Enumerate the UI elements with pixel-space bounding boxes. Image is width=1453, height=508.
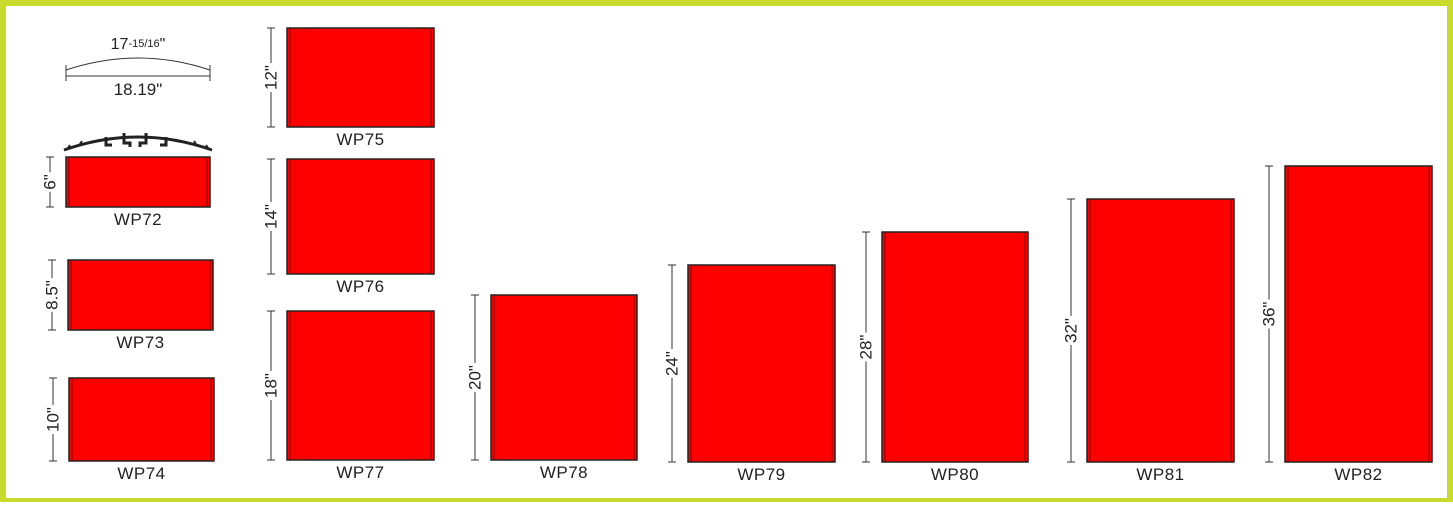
height-label: 6" xyxy=(41,174,60,190)
model-label: WP75 xyxy=(336,130,384,149)
panel-face xyxy=(687,264,836,463)
model-label: WP81 xyxy=(1136,465,1184,484)
panel-face xyxy=(286,27,435,128)
panel-wp76: 14" WP76 xyxy=(261,158,435,296)
panel-wp74: 10" WP74 xyxy=(43,377,215,483)
panel-wp78: 20" WP78 xyxy=(465,294,638,482)
panel-wp82: 36" WP82 xyxy=(1259,165,1433,484)
height-label: 28" xyxy=(857,335,876,360)
height-label: 12" xyxy=(262,65,281,90)
model-label: WP76 xyxy=(336,277,384,296)
height-label: 24" xyxy=(663,351,682,376)
model-label: WP79 xyxy=(737,465,785,484)
panel-face xyxy=(65,156,211,208)
panel-face xyxy=(1284,165,1433,463)
panel-wp75: 12" WP75 xyxy=(261,27,435,149)
model-label: WP80 xyxy=(931,465,979,484)
panel-wp79: 24" WP79 xyxy=(662,264,836,484)
panel-wp81: 32" WP81 xyxy=(1061,198,1235,484)
panel-face xyxy=(286,158,435,275)
height-label: 20" xyxy=(466,365,485,390)
arc-dimension-line xyxy=(65,57,211,71)
panel-size-diagram: 17-15/16" 18.19" 6" WP72 8.5" WP73 10" WP74 12… xyxy=(40,27,1433,484)
panel-face xyxy=(490,294,638,461)
panels: 6" WP72 8.5" WP73 10" WP74 12" WP75 14" WP76 18" WP… xyxy=(40,27,1433,484)
arc-dimension-label: 17-15/16" xyxy=(111,36,166,53)
model-label: WP78 xyxy=(540,463,588,482)
model-label: WP74 xyxy=(117,464,165,483)
height-label: 18" xyxy=(262,373,281,398)
extrusion-profile-icon xyxy=(63,133,213,152)
chord-dimension-label: 18.19" xyxy=(114,80,163,99)
model-label: WP72 xyxy=(114,210,162,229)
profile-dimensions: 17-15/16" 18.19" xyxy=(65,36,211,99)
panel-face xyxy=(881,231,1029,463)
panel-face xyxy=(67,259,214,331)
panel-wp77: 18" WP77 xyxy=(261,310,435,482)
panel-wp73: 8.5" WP73 xyxy=(42,259,214,352)
model-label: WP77 xyxy=(336,463,384,482)
panel-wp80: 28" WP80 xyxy=(856,231,1029,484)
panel-face xyxy=(286,310,435,461)
height-label: 8.5" xyxy=(43,280,62,310)
height-label: 14" xyxy=(262,204,281,229)
height-label: 32" xyxy=(1062,318,1081,343)
panel-wp72: 6" WP72 xyxy=(40,156,211,229)
model-label: WP73 xyxy=(116,333,164,352)
panel-face xyxy=(1086,198,1235,463)
height-label: 36" xyxy=(1260,302,1279,327)
height-label: 10" xyxy=(44,407,63,432)
model-label: WP82 xyxy=(1334,465,1382,484)
panel-face xyxy=(68,377,215,462)
